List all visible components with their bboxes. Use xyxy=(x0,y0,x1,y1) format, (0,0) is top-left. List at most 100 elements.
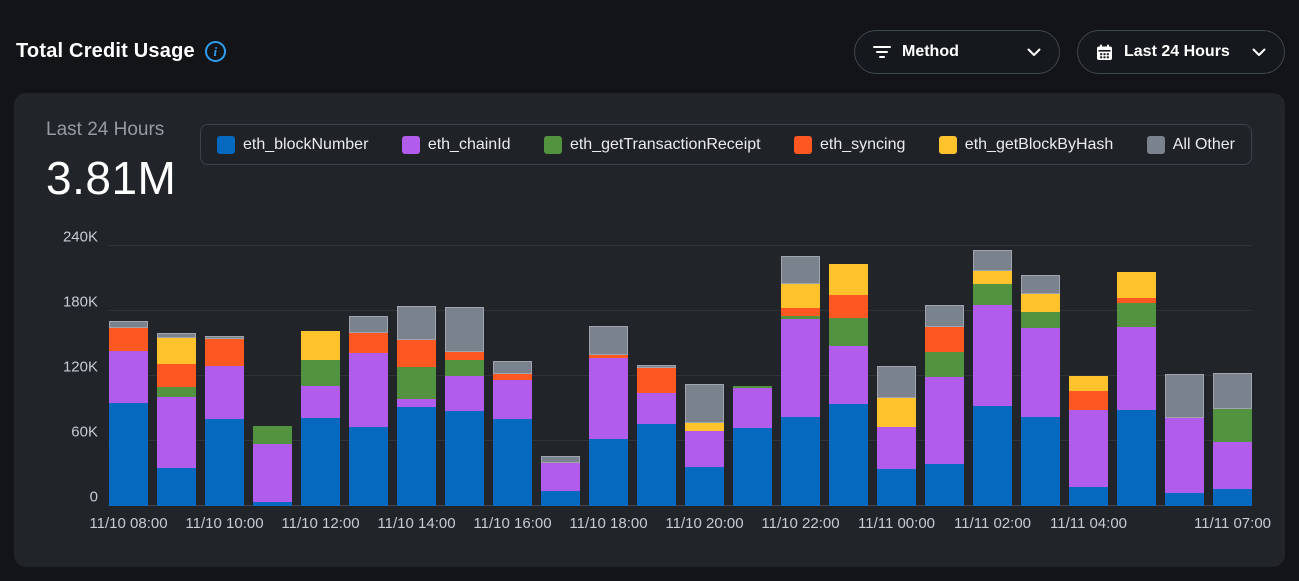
bar-segment-eth_blockNumber[interactable] xyxy=(685,467,724,506)
bar-segment-eth_syncing[interactable] xyxy=(397,340,436,368)
bar-segment-All Other[interactable] xyxy=(973,250,1012,271)
bar-segment-eth_blockNumber[interactable] xyxy=(1069,486,1108,506)
bar-segment-All Other[interactable] xyxy=(877,366,916,398)
bar-segment-eth_blockNumber[interactable] xyxy=(493,419,532,506)
bar-group[interactable] xyxy=(541,456,580,506)
bar-segment-All Other[interactable] xyxy=(445,306,484,353)
bar-segment-eth_getTransactionReceipt[interactable] xyxy=(253,425,292,445)
bar-segment-eth_getTransactionReceipt[interactable] xyxy=(397,367,436,399)
legend-item[interactable]: eth_syncing xyxy=(794,135,905,154)
bar-segment-eth_chainId[interactable] xyxy=(253,444,292,502)
bar-segment-eth_blockNumber[interactable] xyxy=(1021,417,1060,506)
bar-segment-eth_syncing[interactable] xyxy=(493,373,532,381)
bar-segment-eth_syncing[interactable] xyxy=(109,328,148,352)
bar-group[interactable] xyxy=(925,304,964,506)
bar-segment-eth_chainId[interactable] xyxy=(637,393,676,424)
bar-segment-eth_chainId[interactable] xyxy=(925,377,964,464)
bar-segment-All Other[interactable] xyxy=(781,255,820,284)
bar-segment-eth_blockNumber[interactable] xyxy=(349,426,388,506)
bar-segment-eth_chainId[interactable] xyxy=(445,376,484,411)
legend-item[interactable]: eth_getTransactionReceipt xyxy=(543,135,761,154)
legend-item[interactable]: All Other xyxy=(1146,135,1235,154)
legend-item[interactable]: eth_getBlockByHash xyxy=(938,135,1113,154)
bar-segment-eth_blockNumber[interactable] xyxy=(397,407,436,506)
bar-segment-eth_syncing[interactable] xyxy=(1069,391,1108,410)
bar-group[interactable] xyxy=(253,425,292,506)
bar-segment-eth_getBlockByHash[interactable] xyxy=(1069,376,1108,392)
bar-segment-eth_chainId[interactable] xyxy=(685,431,724,467)
bar-segment-eth_getTransactionReceipt[interactable] xyxy=(733,385,772,388)
bar-segment-All Other[interactable] xyxy=(109,320,148,329)
bar-segment-eth_blockNumber[interactable] xyxy=(1117,409,1156,506)
bar-group[interactable] xyxy=(1069,376,1108,506)
bar-segment-eth_chainId[interactable] xyxy=(877,426,916,470)
bar-segment-All Other[interactable] xyxy=(349,316,388,333)
bar-segment-eth_syncing[interactable] xyxy=(781,307,820,317)
bar-segment-eth_getTransactionReceipt[interactable] xyxy=(1213,408,1252,443)
bar-segment-eth_blockNumber[interactable] xyxy=(109,403,148,506)
bar-group[interactable] xyxy=(973,250,1012,506)
bar-segment-eth_chainId[interactable] xyxy=(973,304,1012,407)
bar-segment-eth_chainId[interactable] xyxy=(1021,328,1060,418)
bar-segment-All Other[interactable] xyxy=(1021,275,1060,294)
bar-segment-eth_chainId[interactable] xyxy=(589,357,628,439)
bar-segment-eth_getBlockByHash[interactable] xyxy=(301,330,340,360)
bar-segment-eth_getBlockByHash[interactable] xyxy=(877,397,916,427)
bar-segment-eth_chainId[interactable] xyxy=(349,353,388,427)
bar-group[interactable] xyxy=(109,320,148,506)
bar-segment-eth_syncing[interactable] xyxy=(925,327,964,353)
bar-segment-eth_blockNumber[interactable] xyxy=(1213,488,1252,506)
bar-segment-eth_chainId[interactable] xyxy=(1165,418,1204,493)
bar-group[interactable] xyxy=(685,383,724,506)
bar-segment-eth_getBlockByHash[interactable] xyxy=(157,338,196,365)
date-range-button[interactable]: Last 24 Hours xyxy=(1077,30,1285,74)
bar-group[interactable] xyxy=(1021,275,1060,506)
bar-segment-All Other[interactable] xyxy=(925,304,964,328)
bar-segment-eth_syncing[interactable] xyxy=(1117,298,1156,304)
bar-segment-eth_syncing[interactable] xyxy=(589,355,628,358)
bar-segment-eth_chainId[interactable] xyxy=(1069,409,1108,487)
legend-item[interactable]: eth_chainId xyxy=(401,135,511,154)
legend-item[interactable]: eth_blockNumber xyxy=(217,135,368,154)
bar-segment-eth_getBlockByHash[interactable] xyxy=(781,283,820,308)
bar-segment-eth_blockNumber[interactable] xyxy=(829,404,868,506)
bar-segment-eth_blockNumber[interactable] xyxy=(877,469,916,506)
bar-segment-eth_getBlockByHash[interactable] xyxy=(1021,293,1060,313)
bar-segment-All Other[interactable] xyxy=(541,456,580,463)
bar-segment-All Other[interactable] xyxy=(685,383,724,423)
bar-segment-eth_syncing[interactable] xyxy=(445,352,484,360)
bar-group[interactable] xyxy=(397,305,436,506)
bar-segment-All Other[interactable] xyxy=(589,326,628,356)
bar-segment-eth_getTransactionReceipt[interactable] xyxy=(829,317,868,346)
bar-segment-All Other[interactable] xyxy=(493,360,532,374)
bar-segment-eth_getBlockByHash[interactable] xyxy=(1117,272,1156,299)
bar-segment-eth_getTransactionReceipt[interactable] xyxy=(301,359,340,386)
bar-segment-eth_chainId[interactable] xyxy=(301,385,340,419)
bar-segment-eth_blockNumber[interactable] xyxy=(445,410,484,506)
bar-segment-eth_blockNumber[interactable] xyxy=(253,501,292,506)
bar-segment-All Other[interactable] xyxy=(157,332,196,339)
bar-segment-All Other[interactable] xyxy=(1165,373,1204,419)
bar-segment-eth_blockNumber[interactable] xyxy=(541,490,580,506)
bar-segment-eth_syncing[interactable] xyxy=(157,364,196,387)
bar-segment-eth_getTransactionReceipt[interactable] xyxy=(781,316,820,319)
method-filter-button[interactable]: Method xyxy=(854,30,1060,74)
bar-segment-eth_getBlockByHash[interactable] xyxy=(685,422,724,432)
bar-group[interactable] xyxy=(157,332,196,506)
bar-segment-eth_chainId[interactable] xyxy=(781,318,820,418)
bar-segment-eth_blockNumber[interactable] xyxy=(973,406,1012,506)
bar-segment-eth_getTransactionReceipt[interactable] xyxy=(157,386,196,397)
bar-segment-eth_blockNumber[interactable] xyxy=(925,463,964,506)
bar-group[interactable] xyxy=(493,360,532,506)
bar-segment-All Other[interactable] xyxy=(1213,372,1252,409)
bar-segment-eth_blockNumber[interactable] xyxy=(205,419,244,506)
bar-segment-eth_syncing[interactable] xyxy=(637,368,676,394)
bar-segment-eth_syncing[interactable] xyxy=(349,332,388,354)
bar-segment-eth_blockNumber[interactable] xyxy=(157,468,196,506)
bar-segment-eth_blockNumber[interactable] xyxy=(301,418,340,506)
bar-group[interactable] xyxy=(1213,372,1252,506)
bar-segment-eth_chainId[interactable] xyxy=(733,387,772,428)
bar-group[interactable] xyxy=(1117,272,1156,506)
bar-segment-eth_getTransactionReceipt[interactable] xyxy=(925,352,964,378)
bar-segment-eth_chainId[interactable] xyxy=(1213,442,1252,489)
